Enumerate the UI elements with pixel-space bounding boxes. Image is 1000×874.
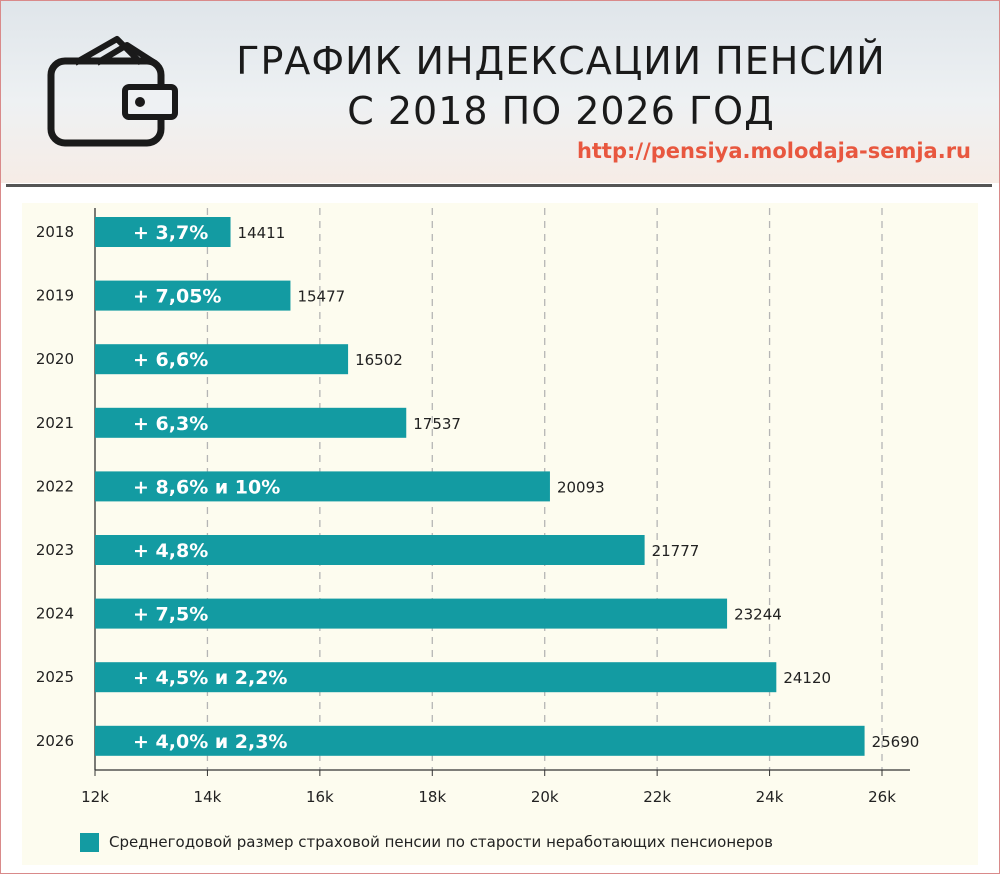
bar-value-label: 24120 — [783, 669, 831, 687]
bar-percent-label: + 4,0% и 2,3% — [133, 731, 287, 753]
bar-value-label: 16502 — [355, 351, 403, 369]
bar-value-label: 25690 — [872, 733, 920, 751]
header-divider — [6, 184, 992, 187]
y-category-label: 2024 — [36, 605, 74, 623]
y-category-label: 2019 — [36, 287, 74, 305]
bar-percent-label: + 4,5% и 2,2% — [133, 667, 287, 689]
x-tick-label: 12k — [81, 788, 109, 806]
y-category-label: 2023 — [36, 541, 74, 559]
chart-title-line1: ГРАФИК ИНДЕКСАЦИИ ПЕНСИЙ — [236, 39, 886, 83]
bar-value-label: 17537 — [413, 415, 461, 433]
bar-2022[interactable] — [95, 471, 550, 502]
bar-2018[interactable] — [95, 217, 231, 247]
bar-percent-label: + 7,5% — [133, 604, 208, 626]
bar-percent-label: + 4,8% — [133, 540, 208, 562]
y-category-label: 2022 — [36, 477, 74, 495]
bar-2019[interactable] — [95, 280, 291, 311]
legend-label: Среднегодовой размер страховой пенсии по… — [109, 833, 773, 851]
header: ГРАФИК ИНДЕКСАЦИИ ПЕНСИЙ С 2018 ПО 2026 … — [1, 1, 999, 183]
x-tick-label: 24k — [756, 788, 784, 806]
chart-title-line2: С 2018 ПО 2026 ГОД — [347, 89, 775, 133]
x-tick-label: 20k — [531, 788, 559, 806]
y-category-label: 2026 — [36, 732, 74, 750]
y-category-label: 2021 — [36, 414, 74, 432]
wallet-icon — [47, 36, 178, 147]
bar-2023[interactable] — [95, 535, 645, 565]
bar-value-label: 15477 — [297, 288, 345, 306]
x-tick-label: 14k — [194, 788, 222, 806]
bar-2024[interactable] — [95, 598, 728, 629]
chart-legend: Среднегодовой размер страховой пенсии по… — [80, 831, 773, 853]
source-url[interactable]: http://pensiya.molodaja-semja.ru — [576, 139, 971, 163]
bar-2020[interactable] — [95, 344, 349, 375]
y-category-label: 2025 — [36, 668, 74, 686]
x-tick-label: 18k — [418, 788, 446, 806]
bar-percent-label: + 6,6% — [133, 349, 208, 371]
bar-value-label: 21777 — [652, 542, 700, 560]
bar-percent-label: + 7,05% — [133, 286, 221, 308]
x-tick-label: 16k — [306, 788, 334, 806]
y-category-label: 2020 — [36, 350, 74, 368]
y-category-label: 2018 — [36, 223, 74, 241]
bar-percent-label: + 8,6% и 10% — [133, 476, 280, 498]
x-tick-label: 22k — [643, 788, 671, 806]
bar-2025[interactable] — [95, 662, 777, 693]
legend-swatch — [80, 832, 99, 852]
bar-percent-label: + 3,7% — [133, 222, 208, 244]
bar-percent-label: + 6,3% — [133, 413, 208, 435]
bar-value-label: 20093 — [557, 478, 605, 496]
x-tick-label: 26k — [868, 788, 896, 806]
bar-2026[interactable] — [95, 725, 865, 756]
bar-value-label: 23244 — [734, 606, 782, 624]
bar-2021[interactable] — [95, 407, 407, 438]
bar-value-label: 14411 — [238, 224, 286, 242]
